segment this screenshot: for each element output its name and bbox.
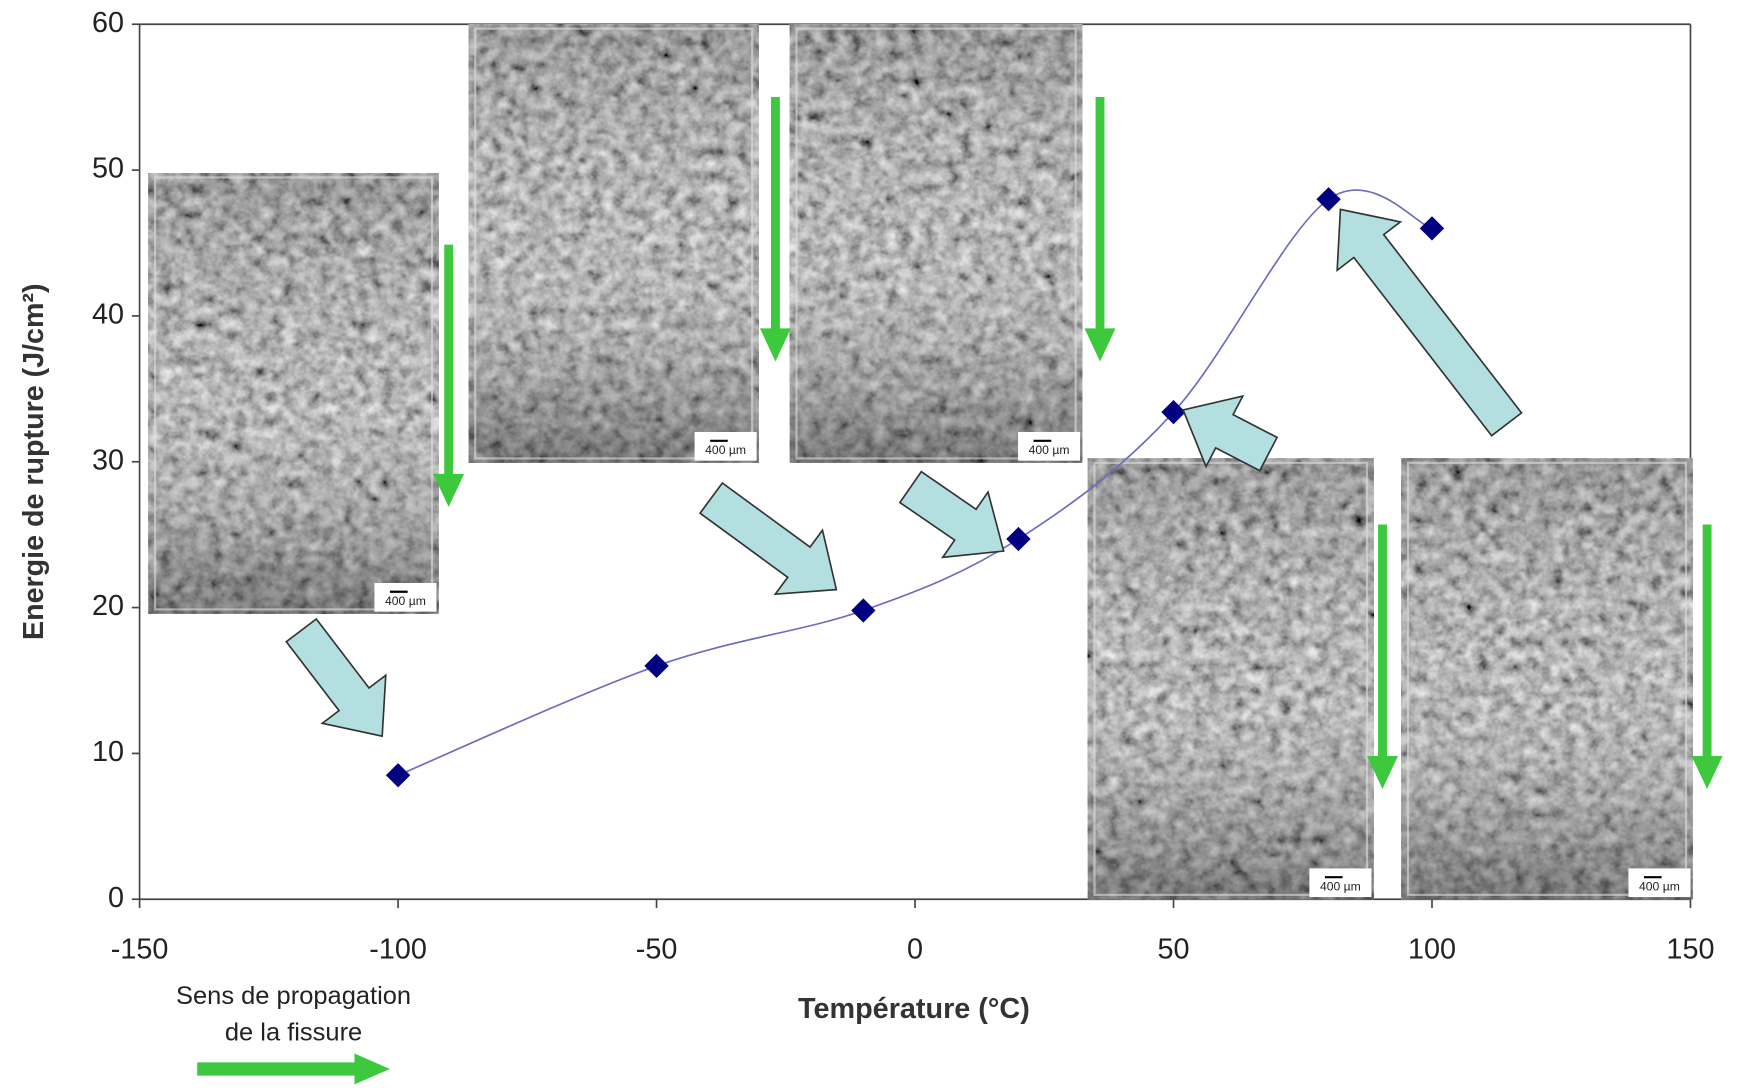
x-tick-label: 150 bbox=[1666, 934, 1714, 966]
propagation-arrow bbox=[1084, 96, 1116, 362]
y-tick-label: 10 bbox=[92, 736, 124, 768]
data-point bbox=[385, 763, 411, 788]
x-tick-label: 50 bbox=[1157, 934, 1189, 966]
micrograph-frame bbox=[153, 176, 434, 611]
micrograph-frame bbox=[1406, 461, 1688, 896]
pointer-arrow bbox=[1336, 208, 1523, 437]
scale-box bbox=[1018, 431, 1081, 461]
data-point bbox=[1419, 216, 1445, 241]
micrograph-frame bbox=[795, 27, 1077, 460]
y-tick-label: 20 bbox=[92, 590, 124, 622]
data-point bbox=[1316, 187, 1341, 212]
y-tick-label: 40 bbox=[92, 299, 124, 331]
y-axis-title: Energie de rupture (J/cm²) bbox=[18, 283, 50, 640]
micrographs: 400 µm 400 µm 400 µm 400 µm 400 µm bbox=[148, 24, 1693, 900]
data-point bbox=[1006, 526, 1031, 552]
x-tick-label: -50 bbox=[636, 934, 678, 966]
annotation: Sens de propagation bbox=[176, 982, 411, 1010]
micrograph-shade bbox=[148, 173, 439, 614]
pointer-arrow bbox=[898, 470, 1005, 559]
x-tick-label: -100 bbox=[369, 934, 427, 966]
scale-box bbox=[1628, 868, 1691, 898]
micrograph-frame bbox=[474, 27, 754, 460]
scale-label: 400 µm bbox=[1639, 879, 1680, 893]
micrograph-frame bbox=[1093, 461, 1369, 896]
x-tick-label: 100 bbox=[1408, 934, 1456, 966]
data-point bbox=[851, 598, 876, 623]
data-point bbox=[1161, 400, 1186, 425]
scale-label: 400 µm bbox=[705, 443, 746, 457]
scale-box bbox=[374, 582, 437, 612]
micrograph-shade bbox=[789, 24, 1083, 463]
scale-label: 400 µm bbox=[385, 594, 426, 608]
y-tick-label: 60 bbox=[92, 7, 124, 39]
micrograph-shade bbox=[468, 24, 759, 463]
data-point bbox=[644, 653, 669, 679]
propagation-arrow bbox=[759, 96, 791, 362]
micrograph-shade bbox=[1087, 458, 1374, 900]
propagation-arrow bbox=[197, 1053, 390, 1085]
micrograph-shade bbox=[1401, 458, 1693, 900]
y-tick-label: 50 bbox=[92, 153, 124, 185]
y-tick-label: 30 bbox=[92, 444, 124, 476]
pointer-arrow bbox=[698, 481, 838, 596]
scale-box bbox=[1309, 868, 1372, 898]
scale-label: 400 µm bbox=[1320, 879, 1361, 893]
y-tick-label: 0 bbox=[108, 882, 124, 914]
scale-label: 400 µm bbox=[1029, 443, 1070, 457]
x-tick-label: 0 bbox=[907, 934, 923, 966]
x-axis-title: Température (°C) bbox=[798, 993, 1030, 1025]
pointer-arrow bbox=[1181, 394, 1279, 472]
propagation-arrow bbox=[1691, 524, 1723, 790]
scale-box bbox=[694, 431, 757, 461]
propagation-arrow bbox=[433, 244, 465, 507]
annotation: de la fissure bbox=[225, 1018, 362, 1046]
propagation-arrow bbox=[1367, 524, 1399, 790]
x-tick-label: -150 bbox=[111, 934, 169, 966]
pointer-arrow bbox=[285, 617, 387, 738]
axes: 0 10 20 30 40 50 60 -150 -100 -50 0 50 100 150 bbox=[92, 7, 1714, 966]
